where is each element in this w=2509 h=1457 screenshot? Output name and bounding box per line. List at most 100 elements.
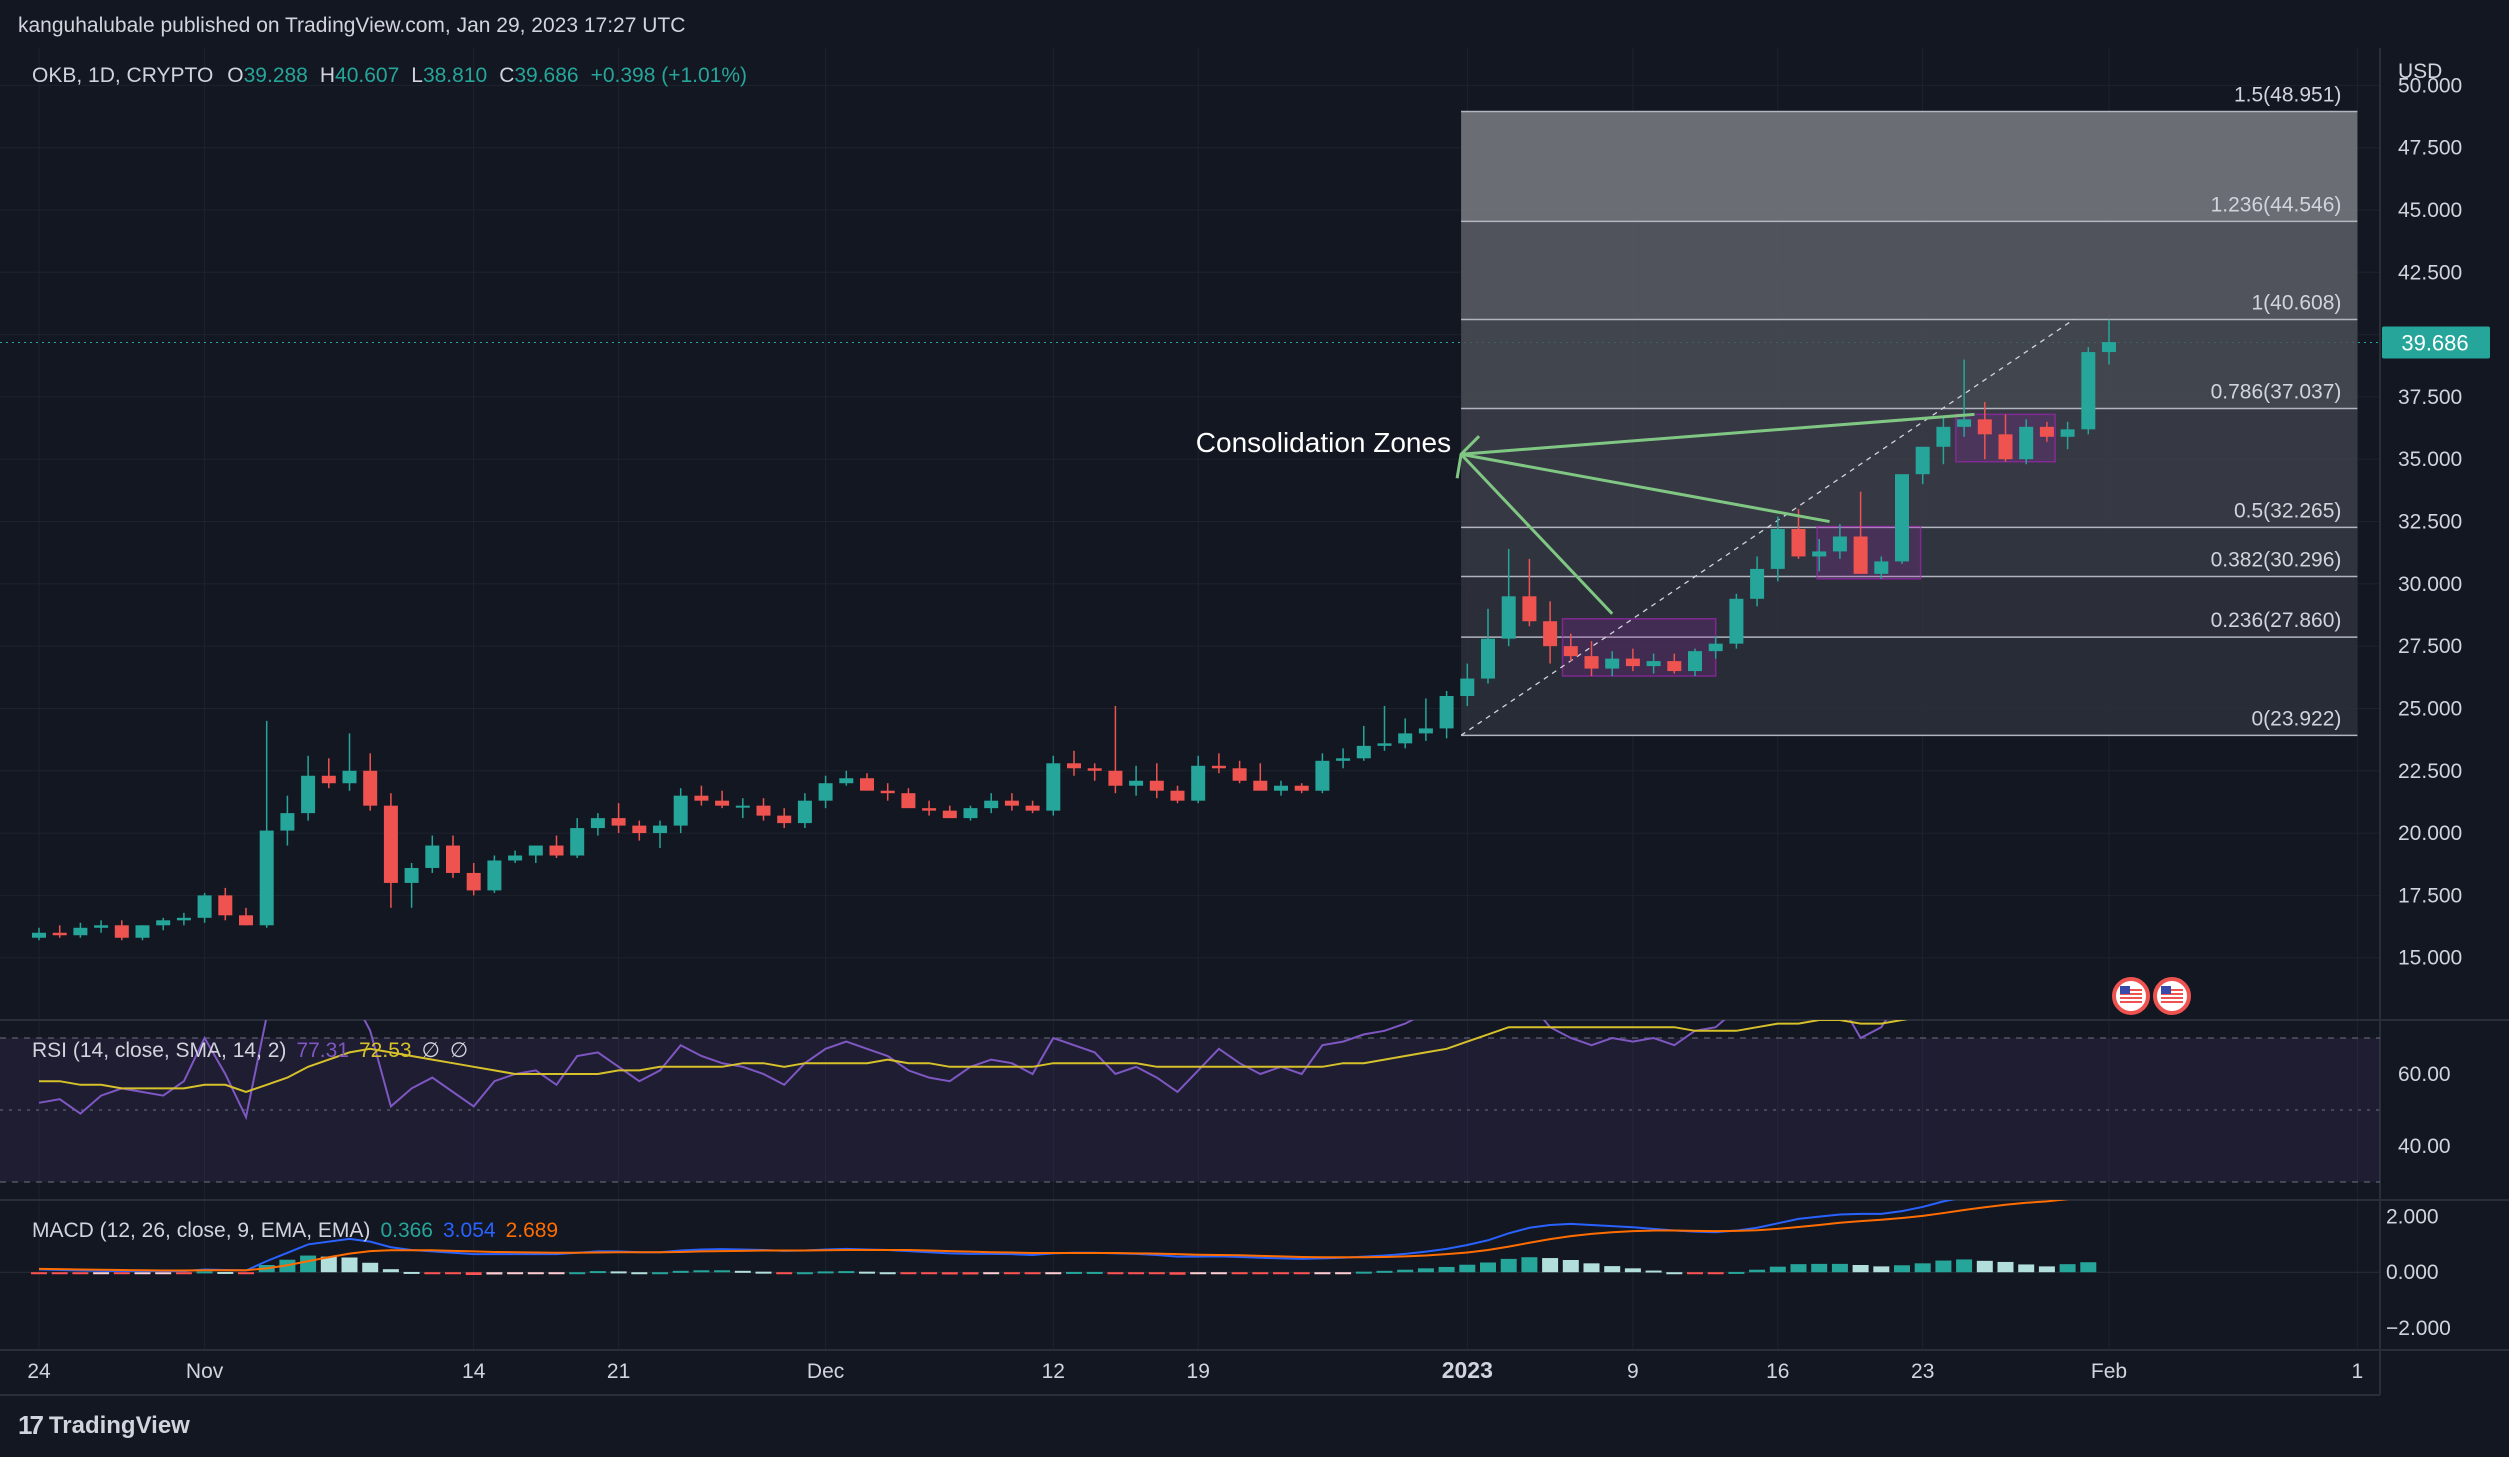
- fib-level-label: 0(23.922): [2251, 707, 2341, 730]
- flag-stripe: [2120, 997, 2142, 999]
- symbol-legend[interactable]: OKB, 1D, CRYPTO O39.288 H40.607 L38.810 C39.…: [32, 64, 753, 88]
- flag-stripe: [2161, 993, 2183, 995]
- candle-up: [984, 800, 999, 809]
- candle-up: [1750, 568, 1765, 599]
- price-tick-label: 37.500: [2398, 386, 2462, 409]
- macd-tick-label: −2.000: [2386, 1317, 2451, 1340]
- fib-level-label: 0.236(27.860): [2211, 609, 2342, 632]
- annotation-arrow[interactable]: [1460, 453, 1614, 615]
- annotation-arrow[interactable]: [1460, 452, 1830, 524]
- macd-histogram-bar: [1335, 1272, 1352, 1275]
- macd-histogram-bar: [1480, 1262, 1496, 1273]
- macd-histogram-bar: [1583, 1263, 1600, 1273]
- candle-up: [590, 818, 605, 829]
- macd-histogram-bar: [1604, 1266, 1621, 1273]
- candle-down: [114, 925, 129, 938]
- fib-zone: [1461, 408, 2358, 528]
- candle-up: [1377, 743, 1392, 746]
- candle-up: [73, 927, 88, 936]
- macd-histogram-bar: [755, 1271, 772, 1274]
- price-tick-label: 22.500: [2398, 760, 2462, 783]
- candle-up: [197, 895, 212, 918]
- candle-up: [176, 917, 191, 921]
- macd-histogram-bar: [569, 1272, 586, 1275]
- macd-histogram-bar: [817, 1271, 834, 1274]
- rsi-pane: [38, 1020, 1908, 1121]
- macd-histogram-bar: [1873, 1266, 1890, 1273]
- candlestick-series: [32, 319, 2116, 941]
- candle-up: [1770, 529, 1785, 569]
- macd-histogram-bar: [652, 1272, 668, 1275]
- macd-histogram-bar: [1707, 1272, 1724, 1275]
- macd-legend[interactable]: MACD (12, 26, close, 9, EMA, EMA) 0.366 3.…: [32, 1219, 564, 1243]
- rsi-value: 77.31: [296, 1039, 349, 1062]
- tradingview-logo-icon: 17: [18, 1410, 44, 1440]
- macd-tick-label: 0.000: [2386, 1261, 2439, 1284]
- candle-down: [901, 793, 916, 809]
- macd-histogram-bar: [2080, 1262, 2097, 1273]
- candle-down: [611, 818, 626, 826]
- us-event-flag-icon[interactable]: [2112, 977, 2150, 1015]
- candle-down: [239, 915, 253, 926]
- price-tick-label: 30.000: [2398, 573, 2462, 596]
- macd-histogram-bar: [838, 1271, 855, 1274]
- fibonacci-retracement[interactable]: 1.5(48.951) 1.236(44.546) 1(40.608) 0.786(3…: [1461, 84, 2358, 737]
- high-value: 40.607: [335, 64, 400, 87]
- macd-histogram-bar: [403, 1271, 420, 1274]
- candle-up: [259, 830, 274, 926]
- macd-histogram-bar: [589, 1271, 606, 1274]
- time-tick-label: Dec: [807, 1360, 844, 1383]
- candle-up: [1957, 419, 1972, 427]
- candle-up: [2019, 426, 2034, 460]
- trend-line[interactable]: [1460, 318, 2075, 736]
- candle-up: [1274, 785, 1288, 791]
- candle-up: [1646, 661, 1661, 667]
- rsi-legend[interactable]: RSI (14, close, SMA, 14, 2) 77.31 72.53 ∅ ∅: [32, 1038, 474, 1063]
- macd-histogram-bar: [382, 1269, 399, 1273]
- candle-up: [1812, 551, 1827, 557]
- fib-zone: [1461, 576, 2358, 638]
- publisher-line: kanguhalubale published on TradingView.c…: [18, 14, 686, 37]
- macd-histogram-bar: [1500, 1258, 1517, 1273]
- price-tick-label: 35.000: [2398, 448, 2462, 471]
- annotation-arrowhead: [1455, 435, 1481, 479]
- macd-histogram-bar: [1314, 1272, 1331, 1275]
- candle-up: [1605, 658, 1620, 669]
- macd-histogram-bar: [1376, 1270, 1393, 1273]
- candle-down: [756, 805, 771, 816]
- macd-histogram-bar: [921, 1272, 938, 1275]
- macd-histogram-bar: [217, 1271, 234, 1274]
- time-tick-label: 21: [607, 1360, 630, 1383]
- fib-zone: [1461, 527, 2358, 577]
- flag-stripe: [2120, 993, 2142, 995]
- annotation-arrows[interactable]: Consolidation Zones: [1196, 412, 1975, 615]
- economic-event-icons[interactable]: [2112, 977, 2191, 1015]
- candle-down: [1998, 434, 2013, 460]
- macd-histogram-bar: [175, 1272, 192, 1275]
- candle-down: [1149, 780, 1164, 791]
- macd-histogram-bar: [465, 1272, 482, 1275]
- candle-up: [135, 925, 150, 938]
- macd-histogram-bar: [1562, 1260, 1579, 1273]
- candle-down: [1025, 805, 1040, 811]
- macd-histogram-bar: [1852, 1265, 1869, 1273]
- macd-histogram-bar: [983, 1272, 1000, 1275]
- macd-value: 3.054: [443, 1219, 496, 1242]
- macd-histogram-bar: [2038, 1266, 2055, 1273]
- us-event-flag-icon[interactable]: [2153, 977, 2191, 1015]
- macd-histogram-bar: [1231, 1272, 1248, 1275]
- candle-up: [839, 778, 854, 784]
- macd-histogram-bar: [1045, 1272, 1062, 1275]
- fib-level-label: 0.5(32.265): [2234, 499, 2341, 522]
- macd-histogram-bar: [1086, 1271, 1103, 1274]
- candle-down: [466, 872, 481, 891]
- macd-histogram-bar: [631, 1272, 648, 1275]
- tradingview-footer[interactable]: 17 TradingView: [18, 1410, 190, 1441]
- rsi-sma-line: [39, 1020, 1908, 1094]
- candle-down: [1977, 419, 1992, 435]
- candle-up: [301, 775, 316, 814]
- annotation-arrow[interactable]: [1460, 412, 1975, 456]
- candle-up: [1688, 651, 1702, 672]
- trend-line-dashed[interactable]: [1460, 318, 2075, 736]
